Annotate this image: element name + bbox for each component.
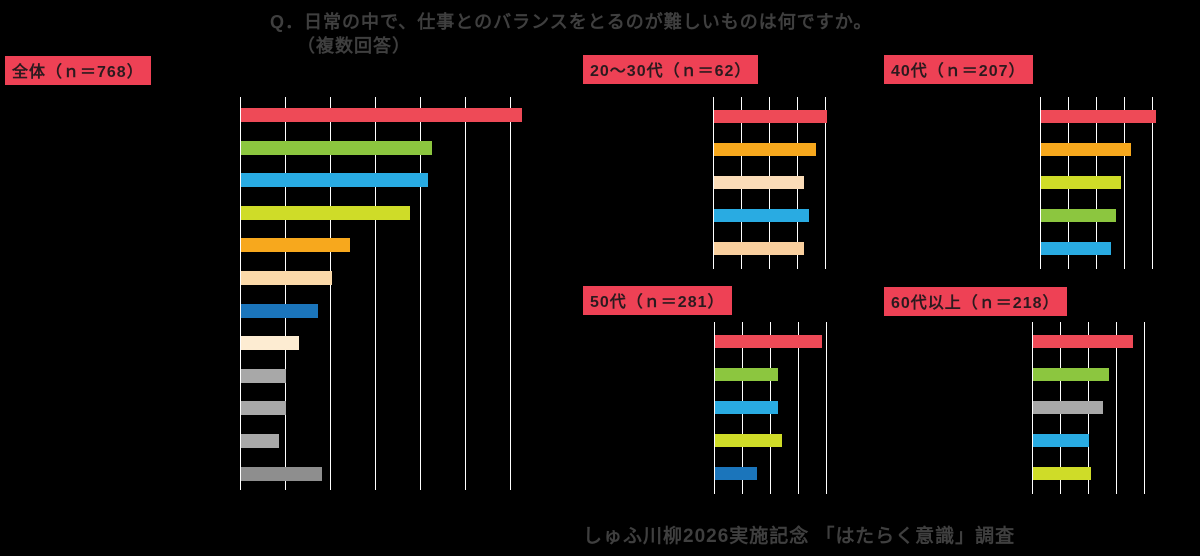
- bar-age-40-1: [1041, 142, 1131, 156]
- group-badge-overall: 全体（ｎ＝768）: [5, 56, 151, 85]
- gridline: [1124, 97, 1125, 269]
- group-badge-20-30s: 20〜30代（ｎ＝62）: [583, 55, 759, 84]
- gridline: [826, 322, 827, 494]
- bar-overall-11: [241, 466, 323, 481]
- gridline: [713, 97, 714, 269]
- bar-overall-4: [241, 238, 351, 253]
- bar-overall-6: [241, 303, 319, 318]
- gridline: [465, 97, 466, 490]
- bar-overall-1: [241, 140, 432, 155]
- bar-age-50-1: [715, 367, 778, 381]
- bar-age-60-plus-1: [1033, 367, 1109, 381]
- source-caption: しゅふ川柳2026実施記念 「はたらく意識」調査: [583, 526, 1016, 547]
- question-note: （複数回答）: [297, 36, 411, 57]
- question-title: Q．日常の中で、仕事とのバランスをとるのが難しいものは何ですか。 （複数回答）: [270, 10, 872, 59]
- question-text: Q．日常の中で、仕事とのバランスをとるのが難しいものは何ですか。: [270, 12, 873, 32]
- bar-age-40-4: [1041, 241, 1111, 255]
- gridline: [375, 97, 376, 490]
- bar-age-60-plus-4: [1033, 466, 1091, 480]
- gridline: [1152, 97, 1153, 269]
- chart-40s: [1040, 97, 1160, 269]
- bar-overall-2: [241, 173, 428, 188]
- bar-age-40-0: [1041, 109, 1157, 123]
- gridline: [510, 97, 511, 490]
- gridline: [330, 97, 331, 490]
- bar-age-60-plus-3: [1033, 433, 1089, 447]
- bar-overall-9: [241, 401, 286, 416]
- group-badge-50s: 50代（ｎ＝281）: [583, 286, 732, 315]
- bar-age-40-2: [1041, 175, 1122, 189]
- chart-60s-plus: [1032, 322, 1152, 494]
- bar-age-20-30-3: [714, 208, 809, 222]
- gridline: [285, 97, 286, 490]
- bar-age-20-30-4: [714, 241, 804, 255]
- bar-overall-0: [241, 108, 522, 122]
- chart-50s: [714, 322, 834, 494]
- bar-overall-7: [241, 336, 299, 351]
- gridline: [1032, 322, 1033, 494]
- bar-age-50-4: [715, 466, 757, 480]
- bar-overall-8: [241, 368, 286, 383]
- gridline: [1040, 97, 1041, 269]
- bar-age-40-3: [1041, 208, 1117, 222]
- gridline: [1144, 322, 1145, 494]
- bar-age-50-2: [715, 400, 778, 414]
- bar-age-20-30-0: [714, 109, 827, 123]
- gridline: [714, 322, 715, 494]
- gridline: [798, 322, 799, 494]
- bar-overall-3: [241, 205, 410, 220]
- chart-overall: [240, 97, 532, 490]
- bar-overall-5: [241, 271, 333, 285]
- group-badge-60s-plus: 60代以上（ｎ＝218）: [884, 287, 1067, 316]
- bar-age-50-3: [715, 433, 782, 447]
- bar-age-20-30-2: [714, 175, 804, 189]
- group-badge-40s: 40代（ｎ＝207）: [884, 55, 1033, 84]
- bar-age-20-30-1: [714, 142, 816, 156]
- gridline: [1116, 322, 1117, 494]
- gridline: [420, 97, 421, 490]
- bar-overall-10: [241, 434, 279, 448]
- gridline: [240, 97, 241, 490]
- bar-age-60-plus-0: [1033, 334, 1133, 348]
- bar-age-50-0: [715, 334, 822, 348]
- chart-20-30s: [713, 97, 833, 269]
- bar-age-60-plus-2: [1033, 400, 1103, 414]
- gridline: [825, 97, 826, 269]
